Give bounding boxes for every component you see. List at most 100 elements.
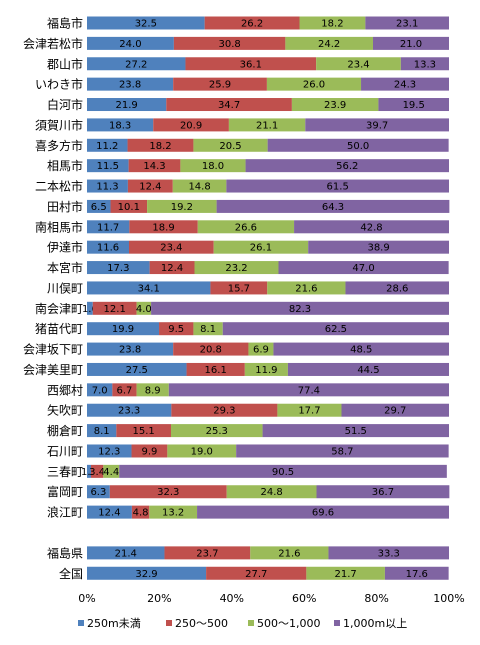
data-label: 90.5 bbox=[272, 467, 294, 478]
category-label: 白河市 bbox=[47, 97, 83, 112]
data-label: 1.6 bbox=[82, 304, 98, 315]
category-label: 石川町 bbox=[47, 444, 83, 458]
legend-label: 250m未満 bbox=[87, 617, 141, 630]
bar-segment bbox=[87, 566, 207, 580]
bar-segment bbox=[194, 261, 279, 275]
bar-segment bbox=[87, 342, 174, 356]
data-label: 32.3 bbox=[157, 487, 179, 498]
bar-segment bbox=[186, 362, 245, 376]
bar-segment bbox=[87, 98, 167, 112]
bar-segment bbox=[166, 98, 292, 112]
data-label: 21.1 bbox=[256, 120, 278, 131]
data-label: 13.2 bbox=[162, 508, 184, 519]
bar-segment bbox=[278, 261, 449, 275]
data-label: 19.9 bbox=[112, 324, 134, 335]
data-label: 25.3 bbox=[206, 426, 228, 437]
data-label: 15.1 bbox=[133, 426, 155, 437]
bar-segment bbox=[345, 281, 449, 295]
bar-segment bbox=[87, 464, 91, 478]
bar-segment bbox=[87, 240, 129, 254]
data-label: 23.1 bbox=[396, 19, 418, 30]
data-label: 13.3 bbox=[414, 59, 436, 70]
bar-segment bbox=[149, 261, 195, 275]
category-label: 南会津町 bbox=[35, 301, 83, 316]
data-label: 11.9 bbox=[255, 365, 277, 376]
data-label: 6.3 bbox=[90, 487, 106, 498]
data-label: 11.3 bbox=[96, 182, 118, 193]
x-tick-label: 0% bbox=[78, 592, 95, 605]
data-label: 24.8 bbox=[260, 487, 282, 498]
bar-segment bbox=[87, 77, 174, 91]
bar-segment bbox=[87, 424, 117, 438]
data-label: 26.6 bbox=[235, 222, 257, 233]
category-label: 田村市 bbox=[47, 199, 83, 214]
data-label: 18.0 bbox=[202, 161, 224, 172]
data-label: 6.5 bbox=[91, 202, 107, 213]
data-label: 11.2 bbox=[96, 141, 118, 152]
bars-layer: 福島市 32.5 26.2 18.2 23.1 会津若松市 24.0 30.8 24.2 21.0… bbox=[23, 16, 450, 581]
data-label: 26.0 bbox=[303, 80, 325, 91]
category-label: 猪苗代町 bbox=[35, 322, 83, 336]
bar-segment bbox=[159, 322, 194, 336]
data-label: 12.4 bbox=[98, 508, 120, 519]
data-label: 32.5 bbox=[135, 19, 157, 30]
x-tick-label: 60% bbox=[292, 592, 316, 605]
data-label: 20.8 bbox=[200, 345, 222, 356]
data-label: 9.9 bbox=[141, 446, 157, 457]
data-label: 11.7 bbox=[97, 222, 119, 233]
bar-segment bbox=[109, 485, 227, 499]
bar-segment bbox=[87, 444, 132, 458]
bar-segment bbox=[262, 424, 449, 438]
bar-segment bbox=[216, 199, 450, 213]
data-label: 39.7 bbox=[366, 120, 388, 131]
category-label: 全国 bbox=[59, 566, 83, 581]
bar-segment bbox=[213, 240, 309, 254]
bar-segment bbox=[87, 159, 129, 173]
data-label: 18.2 bbox=[149, 141, 171, 152]
data-label: 34.7 bbox=[218, 100, 240, 111]
category-label: 本宮市 bbox=[47, 260, 83, 275]
data-label: 25.9 bbox=[209, 80, 231, 91]
bar-segment bbox=[341, 403, 449, 417]
bar-segment bbox=[168, 383, 449, 397]
data-label: 50.0 bbox=[347, 141, 369, 152]
data-label: 28.6 bbox=[386, 283, 408, 294]
data-label: 23.3 bbox=[118, 406, 140, 417]
data-label: 12.1 bbox=[104, 304, 126, 315]
data-label: 18.9 bbox=[152, 222, 174, 233]
data-label: 21.6 bbox=[278, 548, 300, 559]
category-label: 喜多方市 bbox=[35, 138, 83, 153]
bar-segment bbox=[180, 159, 246, 173]
bar-segment bbox=[87, 281, 211, 295]
bar-segment bbox=[193, 322, 223, 336]
bar-segment bbox=[128, 159, 181, 173]
data-label: 61.5 bbox=[327, 182, 349, 193]
bar-segment bbox=[204, 16, 300, 30]
bar-segment bbox=[87, 403, 172, 417]
bar-segment bbox=[87, 118, 154, 132]
legend-label: 1,000m以上 bbox=[343, 617, 407, 630]
category-label: 西郷村 bbox=[47, 383, 83, 397]
bar-segment bbox=[87, 16, 205, 30]
bar-segment bbox=[173, 36, 286, 50]
data-label: 51.5 bbox=[345, 426, 367, 437]
data-label: 19.5 bbox=[403, 100, 425, 111]
category-label: 棚倉町 bbox=[47, 423, 83, 438]
data-label: 32.9 bbox=[135, 569, 157, 580]
bar-segment bbox=[172, 179, 227, 193]
data-label: 29.3 bbox=[213, 406, 235, 417]
bar-segment bbox=[87, 301, 93, 315]
bar-segment bbox=[285, 36, 373, 50]
bar-segment bbox=[372, 36, 449, 50]
data-label: 16.1 bbox=[205, 365, 227, 376]
bar-segment bbox=[87, 261, 150, 275]
data-label: 21.7 bbox=[335, 569, 357, 580]
bar-segment bbox=[316, 57, 401, 71]
category-label: 福島市 bbox=[47, 16, 83, 31]
data-label: 34.1 bbox=[138, 283, 160, 294]
data-label: 8.1 bbox=[94, 426, 110, 437]
bar-segment bbox=[167, 444, 237, 458]
data-label: 4.8 bbox=[133, 508, 149, 519]
data-label: 19.0 bbox=[191, 446, 213, 457]
data-label: 42.8 bbox=[360, 222, 382, 233]
